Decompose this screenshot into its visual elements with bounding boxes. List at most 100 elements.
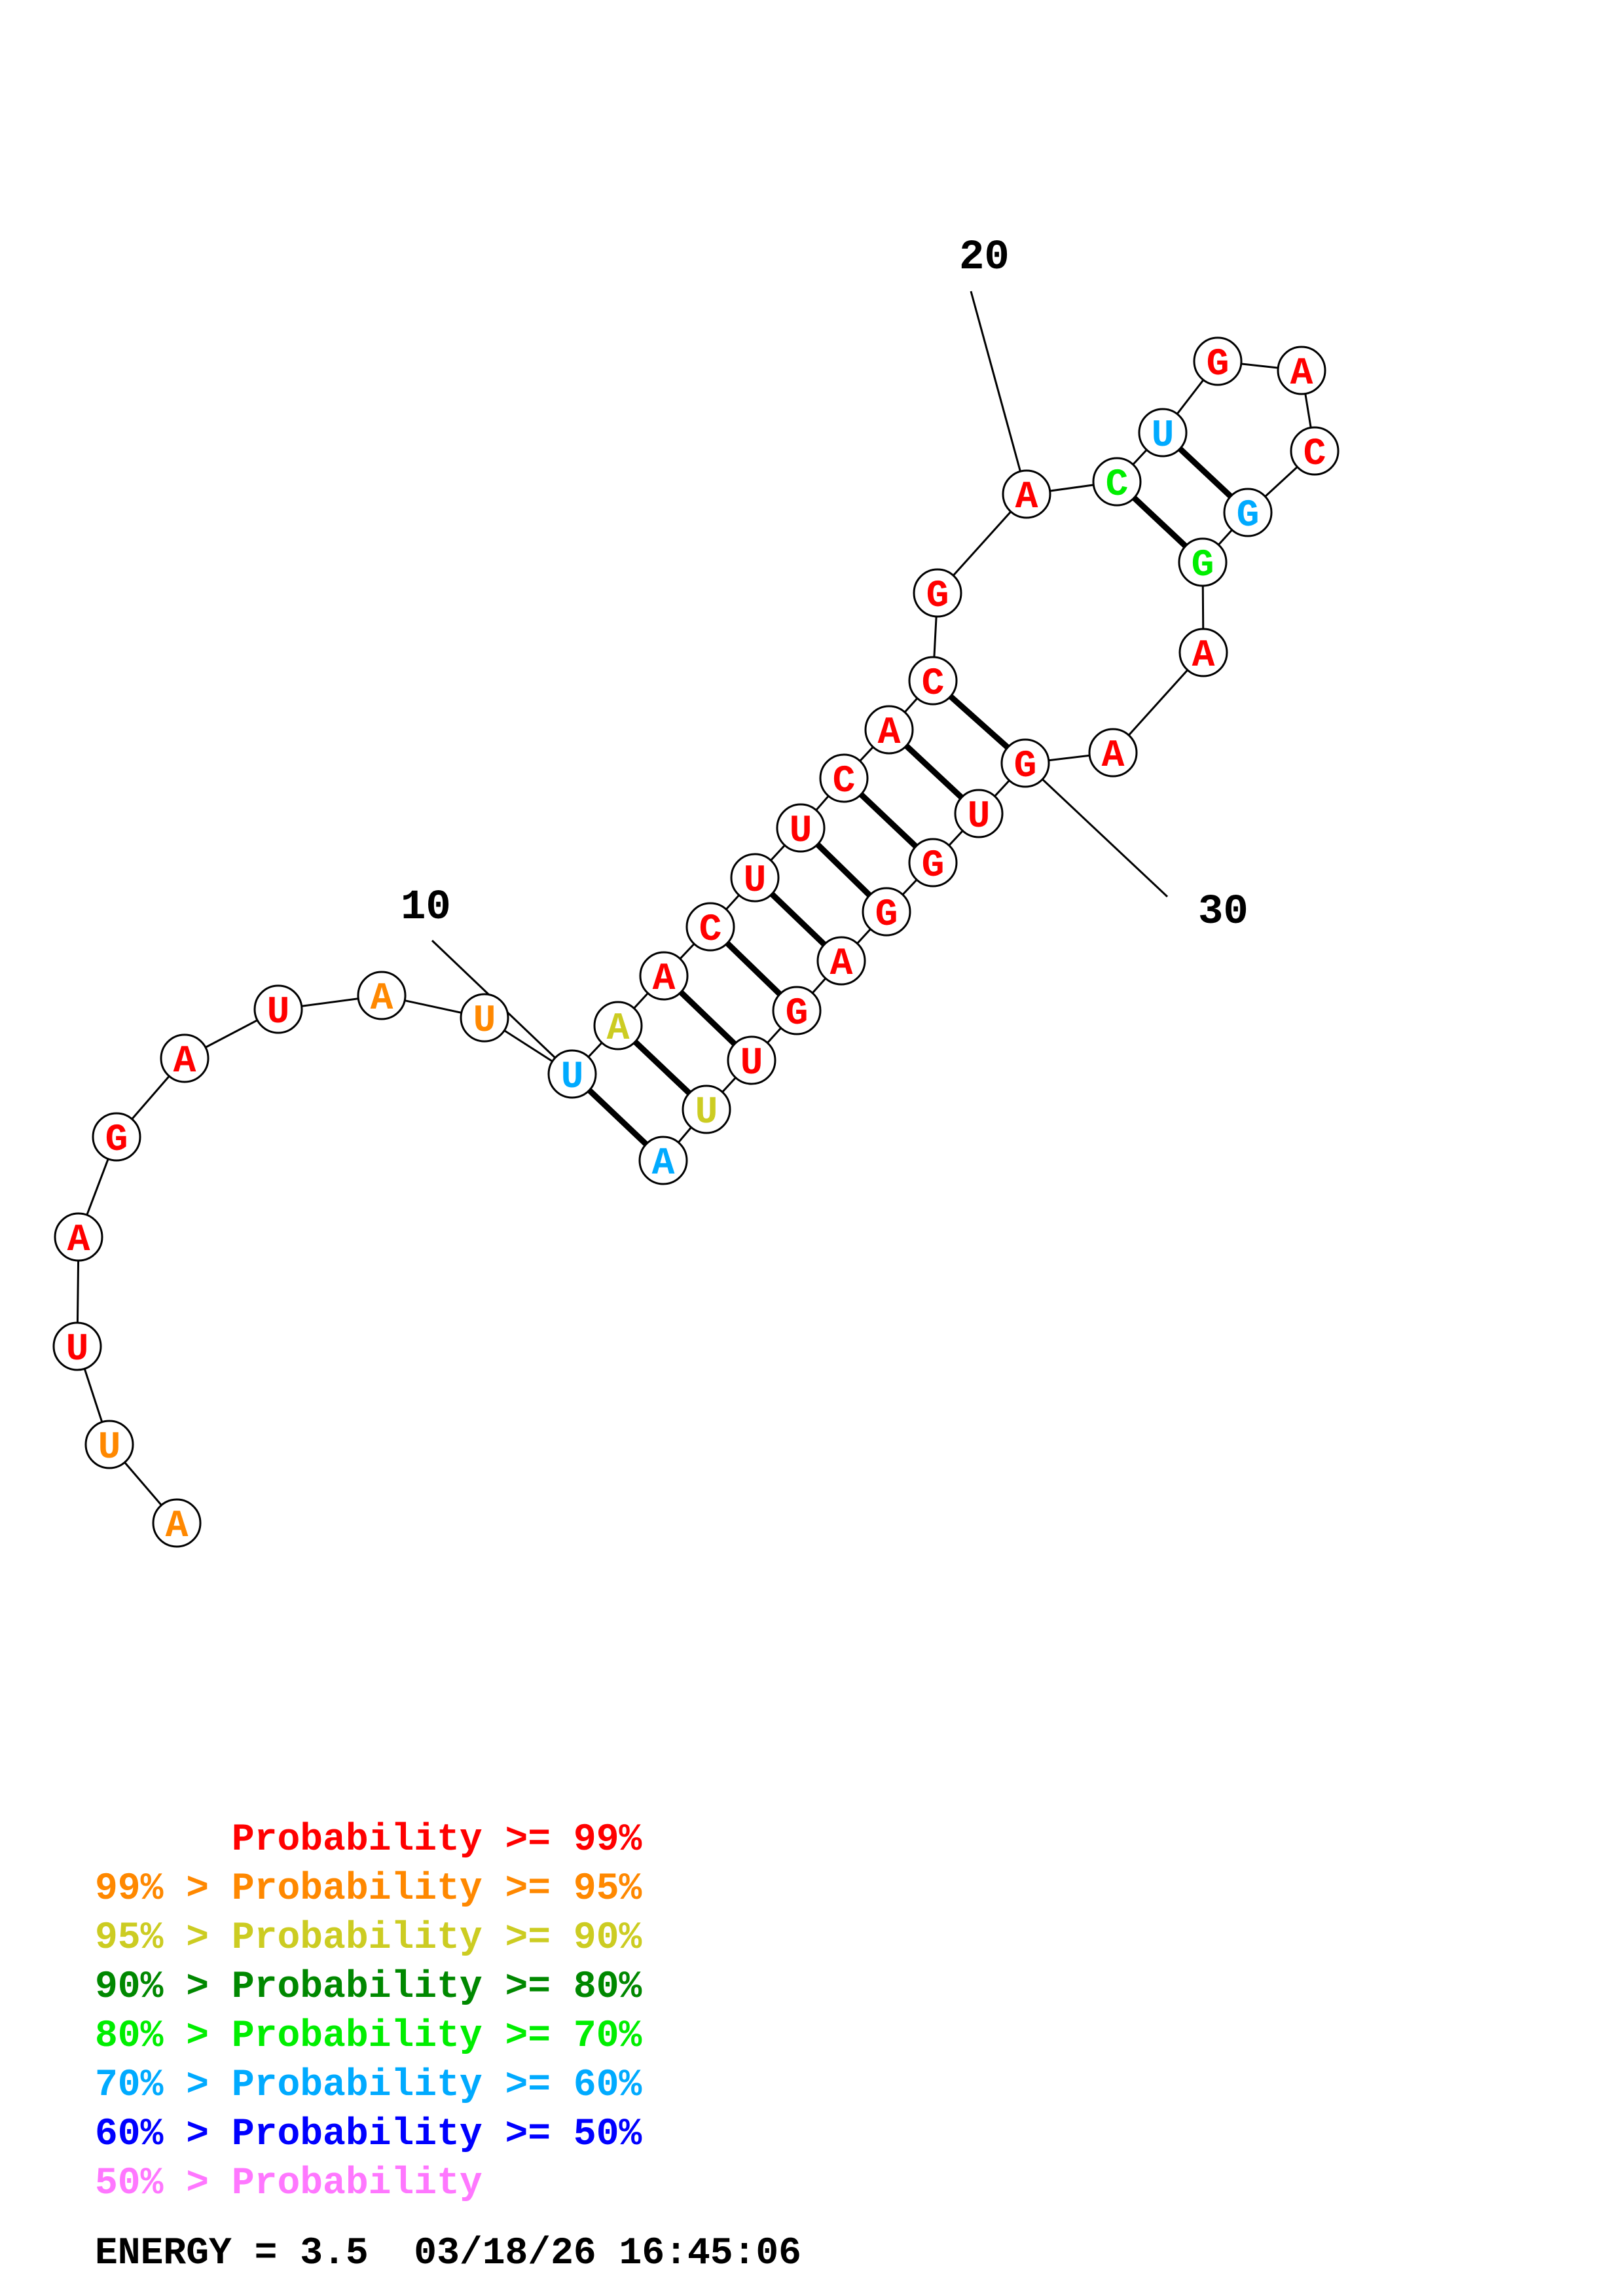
nucleotide-base: U <box>744 860 767 903</box>
nucleotide: C <box>908 656 958 706</box>
nucleotide-base: A <box>1015 476 1038 519</box>
nucleotide-base: A <box>1192 635 1215 677</box>
nucleotide: C <box>819 753 869 803</box>
nucleotide: U <box>727 1035 776 1085</box>
nucleotide-circle <box>908 656 958 706</box>
nucleotide-base: U <box>561 1056 584 1099</box>
nucleotide-base: A <box>166 1505 189 1548</box>
nucleotide-base: A <box>830 943 853 986</box>
nucleotide: U <box>730 853 780 903</box>
nucleotide-circle <box>816 936 866 986</box>
nucleotide-base: A <box>652 1143 675 1185</box>
legend-entry: 90% > Probability >= 80% <box>95 1966 642 2009</box>
nucleotide: A <box>54 1212 103 1262</box>
nucleotide-base: G <box>105 1119 128 1162</box>
nucleotide-base: A <box>653 958 676 1001</box>
nucleotide: U <box>1138 408 1188 457</box>
nucleotide-circle <box>776 803 826 853</box>
nucleotide-base: G <box>1237 495 1260 537</box>
position-label: 10 <box>401 884 451 931</box>
nucleotide-circle <box>253 984 303 1034</box>
nucleotide: G <box>1193 336 1243 386</box>
nucleotide: G <box>862 887 911 937</box>
nucleotide-base: C <box>1106 464 1129 507</box>
nucleotide-circle <box>685 902 735 952</box>
nucleotide-circle <box>357 971 407 1020</box>
nucleotide: G <box>908 838 958 888</box>
position-label-lines <box>431 291 1169 1075</box>
nucleotide: U <box>547 1049 597 1099</box>
nucleotide-base: A <box>1290 353 1313 395</box>
legend-entry: 50% > Probability <box>95 2162 483 2205</box>
nucleotide-circle <box>913 568 962 618</box>
nucleotide-circle <box>864 705 914 755</box>
nucleotide: G <box>1223 488 1273 537</box>
nucleotide-base: C <box>1304 433 1326 476</box>
nucleotide-base: U <box>473 1000 496 1043</box>
nucleotide-base: C <box>699 909 722 952</box>
nucleotide-circle <box>1000 738 1050 788</box>
nucleotide-circle <box>772 986 822 1035</box>
nucleotide-circle <box>52 1321 102 1371</box>
nucleotide-base: G <box>922 845 945 888</box>
nucleotide-base: U <box>790 810 812 853</box>
nucleotide-circle <box>84 1420 134 1469</box>
nucleotide: U <box>776 803 826 853</box>
position-label: 30 <box>1198 889 1249 936</box>
nucleotide: U <box>253 984 303 1034</box>
nucleotide-circle <box>460 993 509 1043</box>
nucleotide: U <box>52 1321 102 1371</box>
nucleotide: G <box>772 986 822 1035</box>
nucleotide-circle <box>954 789 1004 838</box>
nucleotide-circle <box>1178 537 1228 587</box>
nucleotide: A <box>1002 469 1051 519</box>
nucleotide-base: A <box>67 1219 90 1262</box>
nucleotide-circle <box>1092 457 1142 507</box>
nucleotide-base: A <box>1102 735 1125 778</box>
legend-entry: Probability >= 99% <box>95 1819 642 1861</box>
nucleotide-base: G <box>786 993 809 1035</box>
position-label-line <box>1024 762 1169 898</box>
nucleotide-circle <box>727 1035 776 1085</box>
nucleotide-base: U <box>695 1092 718 1134</box>
nucleotide-circle <box>1088 728 1138 778</box>
nucleotide-circle <box>638 1136 688 1185</box>
nucleotide-base: U <box>968 796 991 838</box>
nucleotide-circle <box>54 1212 103 1262</box>
nucleotide: A <box>593 1001 643 1050</box>
legend-entry: 95% > Probability >= 90% <box>95 1917 642 1960</box>
nucleotide-base: A <box>607 1008 630 1050</box>
nucleotide-circle <box>862 887 911 937</box>
nucleotide-base: G <box>875 894 898 937</box>
nucleotide-base: G <box>1014 745 1037 788</box>
nucleotide-circle <box>908 838 958 888</box>
legend-entry: 70% > Probability >= 60% <box>95 2064 642 2107</box>
nucleotide-base: U <box>66 1329 89 1371</box>
nucleotide-base: G <box>1207 344 1230 386</box>
nucleotide: A <box>1088 728 1138 778</box>
nucleotide-base: U <box>740 1043 763 1085</box>
nucleotide-base: C <box>922 663 945 706</box>
nucleotide-circle <box>1138 408 1188 457</box>
nucleotide: U <box>84 1420 134 1469</box>
nucleotide: G <box>1178 537 1228 587</box>
nucleotide: A <box>864 705 914 755</box>
nucleotide: U <box>460 993 509 1043</box>
nucleotide-base: C <box>833 761 856 803</box>
nucleotide: C <box>1092 457 1142 507</box>
nucleotide-circle <box>593 1001 643 1050</box>
base-pairs <box>570 430 1250 1163</box>
energy-footer: ENERGY = 3.5 03/18/26 16:45:06 <box>95 2233 801 2275</box>
probability-legend: Probability >= 99% 99% > Probability >= 9… <box>95 1816 642 2208</box>
nucleotide-circle <box>1223 488 1273 537</box>
nucleotide: C <box>1290 426 1340 476</box>
nucleotide-base: G <box>1192 545 1214 587</box>
nucleotide: A <box>152 1498 202 1548</box>
nucleotide-circle <box>639 951 689 1001</box>
nucleotide: A <box>816 936 866 986</box>
nucleotide: U <box>954 789 1004 838</box>
nucleotide-circle <box>547 1049 597 1099</box>
legend-entry: 60% > Probability >= 50% <box>95 2113 642 2156</box>
nucleotide-circle <box>1277 346 1326 395</box>
